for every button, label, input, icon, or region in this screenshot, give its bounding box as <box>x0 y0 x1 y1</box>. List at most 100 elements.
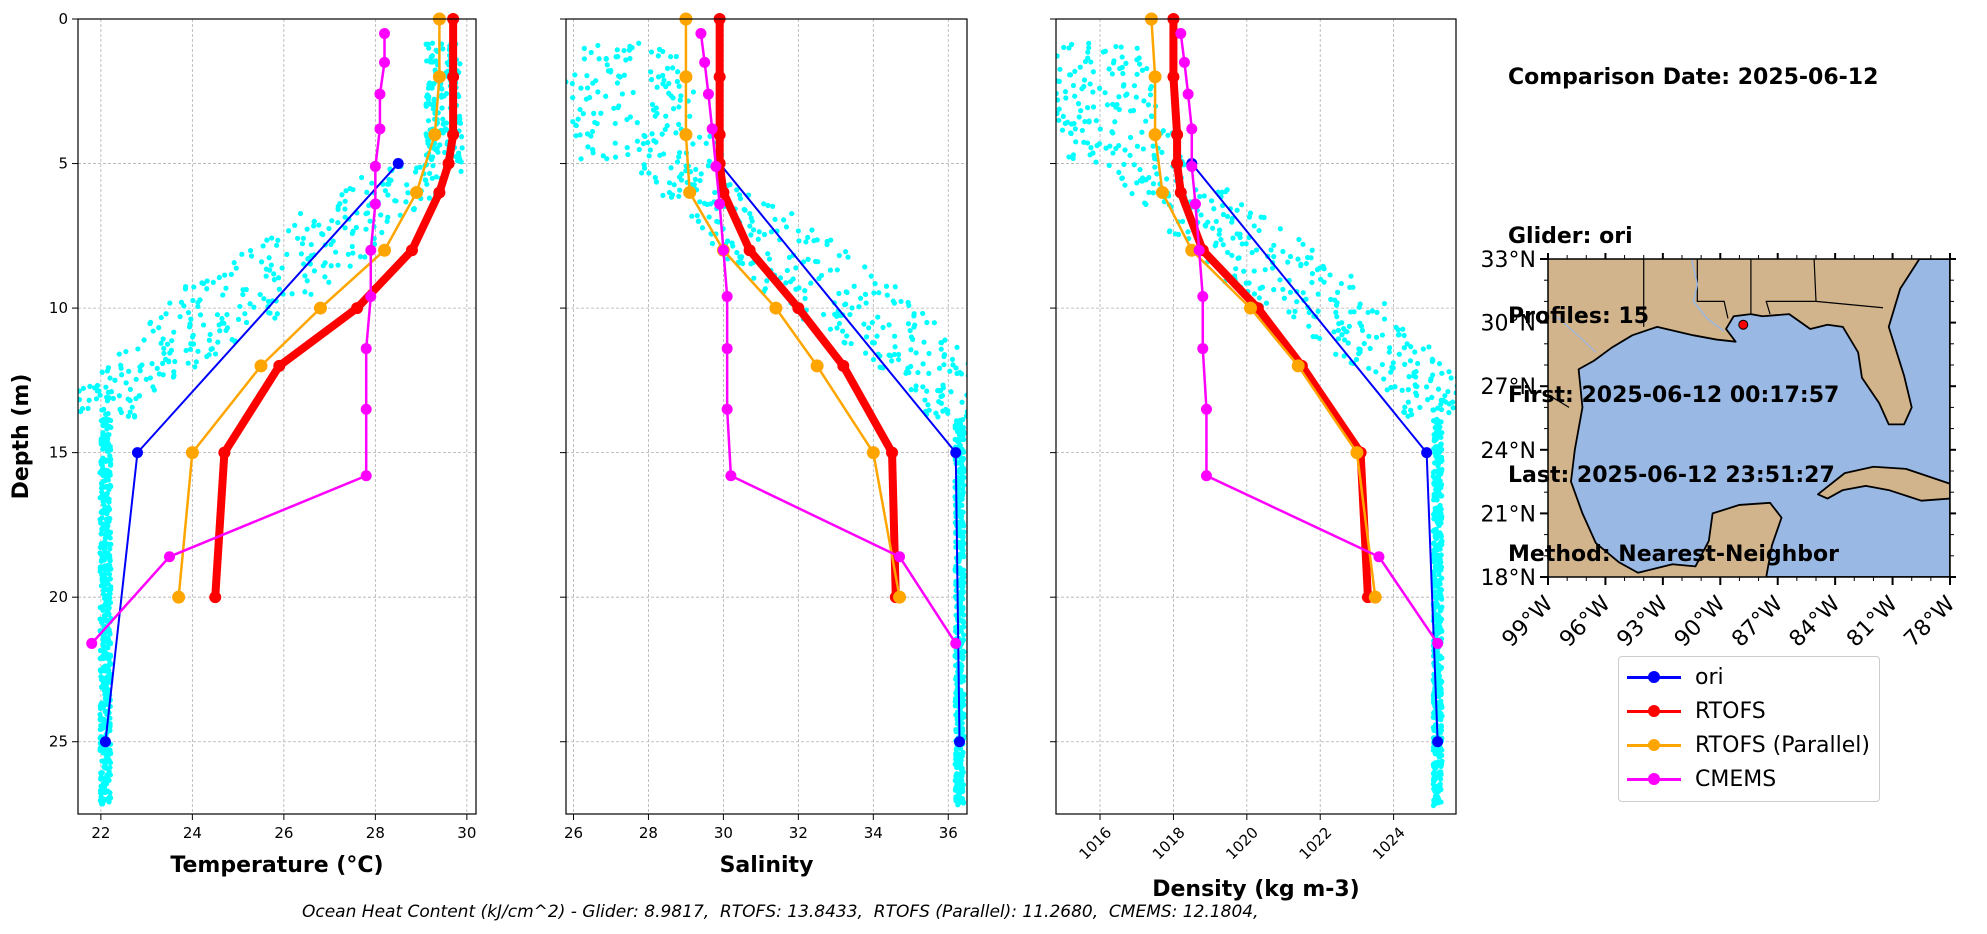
glider-point <box>1086 40 1092 46</box>
glider-point <box>1430 747 1436 753</box>
glider-point <box>1059 127 1066 133</box>
glider-point <box>795 228 801 234</box>
glider-point <box>659 131 665 137</box>
glider-point <box>1431 511 1437 517</box>
glider-point <box>1467 383 1472 388</box>
glider-point <box>440 46 446 52</box>
series-point <box>714 198 726 210</box>
glider-point <box>335 262 341 268</box>
glider-point <box>987 394 992 399</box>
glider-point <box>104 586 110 593</box>
glider-point <box>1093 159 1099 165</box>
glider-point <box>959 473 965 479</box>
glider-point <box>224 311 230 318</box>
glider-point <box>712 189 718 196</box>
map-x-tick-label: 87°W <box>1727 591 1788 652</box>
glider-point <box>116 393 122 399</box>
map-y-tick-label: 33°N <box>1481 248 1536 273</box>
glider-point <box>751 275 757 281</box>
glider-point <box>300 261 307 267</box>
glider-point <box>260 243 266 249</box>
glider-point <box>1437 470 1443 477</box>
glider-point <box>765 202 771 209</box>
glider-point <box>861 321 867 327</box>
glider-point <box>1113 145 1119 152</box>
map-x-tick-label: 99°W <box>1498 591 1559 652</box>
glider-point <box>956 504 962 510</box>
glider-point <box>1435 593 1441 599</box>
glider-point <box>847 311 853 318</box>
glider-point <box>811 238 817 244</box>
cuba <box>1817 465 1950 502</box>
glider-point <box>1435 620 1441 627</box>
glider-point <box>1438 482 1445 488</box>
glider-point <box>224 325 231 331</box>
series-point <box>447 70 460 83</box>
glider-point <box>862 291 869 297</box>
series-point <box>374 123 386 135</box>
glider-point <box>1087 81 1093 87</box>
glider-point <box>671 182 677 188</box>
glider-point <box>239 251 245 257</box>
glider-point <box>106 417 112 423</box>
glider-point <box>125 413 131 419</box>
glider-point <box>1436 672 1442 679</box>
glider-point <box>1309 279 1315 286</box>
glider-point <box>787 279 794 285</box>
glider-point <box>863 334 870 340</box>
glider-point <box>614 47 620 53</box>
glider-point <box>960 678 966 684</box>
glider-point <box>328 263 334 269</box>
glider-point <box>947 368 953 374</box>
glider-point <box>147 375 153 381</box>
glider-point <box>1335 336 1342 342</box>
glider-point <box>362 254 368 260</box>
glider-point <box>1224 187 1230 193</box>
glider-point <box>367 218 373 224</box>
glider-point <box>926 370 932 376</box>
glider-point <box>208 346 214 352</box>
glider-point <box>612 140 618 146</box>
glider-point <box>941 351 948 358</box>
series-point <box>713 70 726 83</box>
glider-point <box>924 388 930 394</box>
glider-point <box>1106 162 1112 168</box>
glider-point <box>442 149 448 156</box>
glider-point <box>1134 143 1141 149</box>
glider-point <box>102 563 108 569</box>
glider-point <box>905 365 911 371</box>
glider-point <box>961 649 967 655</box>
glider-point <box>559 43 564 48</box>
glider-point <box>975 407 980 412</box>
glider-point <box>428 156 435 163</box>
glider-point <box>1097 85 1103 91</box>
glider-point <box>429 175 435 181</box>
map-y-tick-label: 30°N <box>1481 312 1536 337</box>
glider-point <box>1269 265 1276 271</box>
glider-point <box>424 58 430 64</box>
glider-point <box>738 255 744 262</box>
glider-point <box>595 42 601 49</box>
glider-point <box>100 417 106 424</box>
glider-point <box>891 300 898 306</box>
glider-point <box>1413 368 1419 375</box>
glider-point <box>1438 680 1444 686</box>
glider-point <box>231 260 237 266</box>
glider-point <box>560 109 565 114</box>
glider-point <box>619 91 626 97</box>
glider-point <box>98 558 104 564</box>
glider-point <box>584 85 591 91</box>
glider-point <box>444 60 450 66</box>
glider-point <box>286 228 292 234</box>
glider-point <box>1390 360 1396 366</box>
glider-point <box>457 120 464 126</box>
glider-point <box>158 314 164 321</box>
glider-point <box>958 577 964 583</box>
glider-point <box>369 180 375 186</box>
legend-label: RTOFS <box>1695 698 1766 724</box>
glider-point <box>941 362 947 368</box>
glider-point <box>967 377 972 382</box>
series-point <box>360 403 372 415</box>
glider-point <box>123 380 129 386</box>
series-point <box>392 158 404 170</box>
